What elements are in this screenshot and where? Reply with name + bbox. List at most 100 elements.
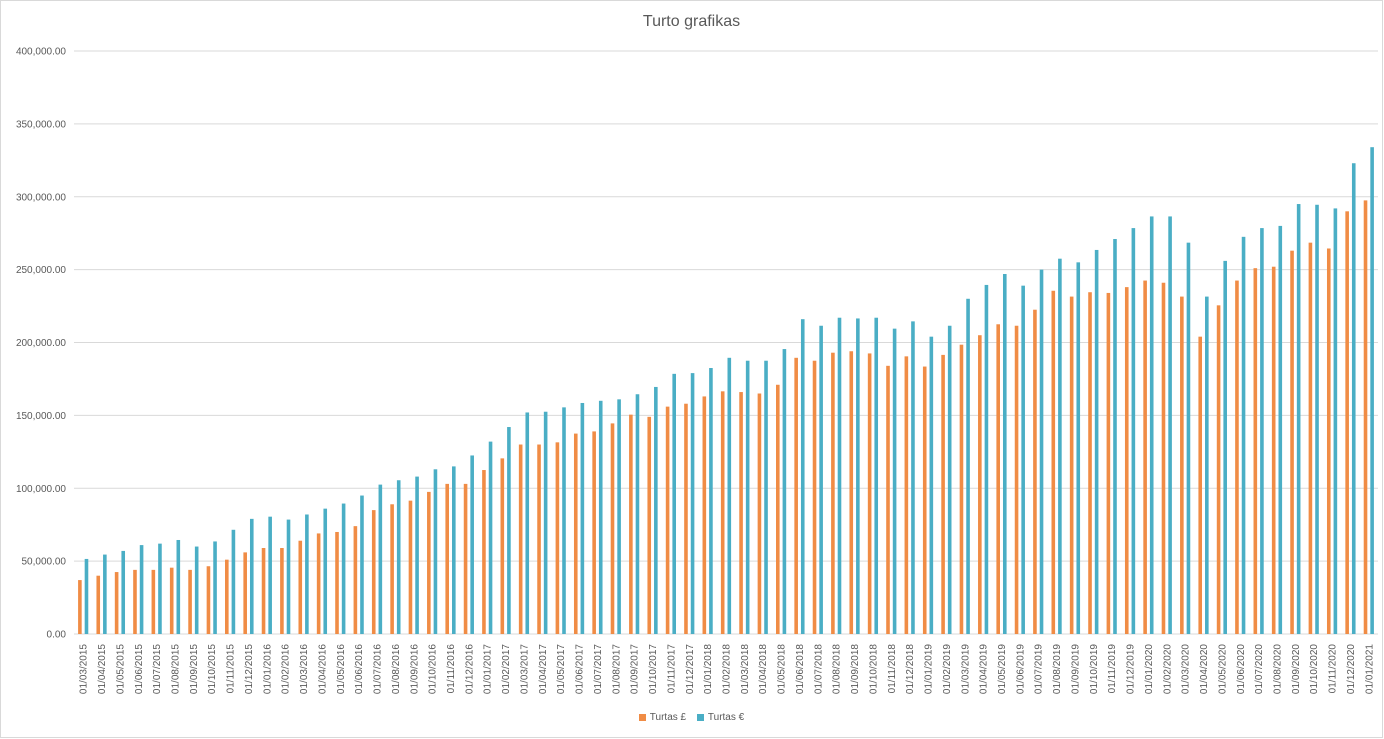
bar-gbp: [1345, 211, 1349, 634]
bar-gbp: [445, 483, 450, 634]
bar-eur: [1094, 249, 1099, 634]
x-tick-label: 01/03/2018: [740, 644, 751, 694]
bar-gbp: [78, 580, 82, 634]
bar-eur: [525, 412, 530, 634]
bar-gbp: [684, 403, 688, 634]
bar-eur: [819, 325, 823, 634]
x-tick-label: 01/08/2019: [1052, 644, 1063, 694]
bar-eur: [176, 539, 181, 634]
bar-gbp: [665, 406, 670, 634]
x-tick-label: 01/04/2018: [758, 644, 769, 694]
bar-gbp: [1051, 290, 1056, 634]
x-tick-label: 01/11/2020: [1328, 644, 1339, 694]
bar-eur: [1351, 163, 1356, 635]
x-tick-label: 01/05/2019: [997, 644, 1008, 694]
bar-eur: [1058, 258, 1062, 634]
x-tick-label: 01/02/2017: [501, 644, 512, 694]
bar-gbp: [831, 352, 835, 634]
bar-gbp: [592, 431, 596, 634]
bar-eur: [249, 518, 254, 634]
x-tick-label: 01/10/2015: [207, 644, 218, 694]
bar-gbp: [1235, 280, 1239, 634]
bar-gbp: [298, 540, 303, 634]
x-tick-label: 01/07/2019: [1034, 644, 1045, 694]
bar-eur: [1021, 285, 1025, 634]
bar-gbp: [1124, 287, 1129, 634]
bar-gbp: [1161, 282, 1166, 634]
bar-eur: [635, 394, 640, 634]
x-tick-label: 01/04/2015: [97, 644, 108, 694]
bar-eur: [1002, 274, 1007, 634]
bar-gbp: [867, 353, 872, 634]
bar-eur: [984, 284, 989, 634]
legend-label-gbp: Turtas £: [649, 712, 687, 723]
x-tick-label: 01/03/2019: [960, 644, 971, 694]
x-tick-label: 01/06/2020: [1236, 644, 1247, 694]
legend-label-eur: Turtas €: [707, 712, 745, 723]
legend-item-eur: Turtas €: [696, 712, 745, 723]
bar-eur: [1131, 228, 1136, 634]
x-tick-label: 01/11/2017: [666, 644, 677, 694]
bar-eur: [580, 402, 585, 634]
x-axis-ticks: 01/03/2015 01/04/2015 01/05/2015 01/06/2015…: [79, 644, 1376, 694]
bar-eur: [745, 360, 750, 634]
x-tick-label: 01/05/2018: [777, 644, 788, 694]
bar-gbp: [1363, 200, 1368, 634]
x-tick-label: 01/11/2018: [887, 644, 898, 694]
bar-gbp: [114, 572, 119, 634]
bar-gbp: [96, 575, 101, 634]
bar-eur: [507, 427, 511, 634]
bar-eur: [654, 386, 658, 634]
x-tick-label: 01/10/2020: [1309, 644, 1320, 694]
bar-gbp: [537, 444, 541, 634]
x-tick-label: 01/05/2017: [556, 644, 567, 694]
bar-eur: [488, 441, 493, 634]
x-tick-label: 01/08/2015: [171, 644, 182, 694]
x-tick-label: 01/09/2018: [850, 644, 861, 694]
y-tick-label: 0.00: [47, 630, 67, 641]
legend: Turtas £ Turtas €: [1, 712, 1382, 724]
bar-gbp: [849, 351, 854, 634]
bar-eur: [1168, 216, 1172, 634]
bar-gbp: [482, 470, 486, 634]
bar-gbp: [978, 335, 982, 634]
x-tick-label: 01/01/2019: [924, 644, 935, 694]
x-tick-label: 01/08/2020: [1272, 644, 1283, 694]
bar-gbp: [922, 366, 927, 634]
bar-eur: [1296, 204, 1301, 635]
bar-gbp: [720, 391, 725, 634]
x-tick-label: 01/04/2017: [538, 644, 549, 694]
x-tick-label: 01/06/2019: [1015, 644, 1026, 694]
bar-eur: [764, 360, 768, 634]
bar-eur: [415, 476, 419, 634]
bar-eur: [856, 318, 860, 634]
bar-gbp: [610, 423, 615, 634]
bar-gbp: [1271, 266, 1276, 634]
y-tick-label: 250,000.00: [16, 265, 66, 276]
x-tick-label: 01/04/2020: [1199, 644, 1210, 694]
x-tick-label: 01/12/2016: [464, 644, 475, 694]
legend-item-gbp: Turtas £: [638, 712, 687, 723]
x-tick-label: 01/11/2019: [1107, 644, 1118, 694]
x-tick-label: 01/02/2016: [281, 644, 292, 694]
bar-gbp: [1253, 268, 1258, 634]
x-tick-label: 01/03/2016: [299, 644, 310, 694]
bar-eur: [562, 407, 566, 634]
x-tick-label: 01/08/2018: [832, 644, 843, 694]
x-tick-label: 01/09/2017: [630, 644, 641, 694]
bar-gbp: [390, 504, 394, 634]
bar-gbp: [904, 356, 909, 634]
bar-gbp: [335, 531, 339, 634]
bar-eur: [305, 514, 309, 634]
x-tick-label: 01/01/2018: [703, 644, 714, 694]
chart-title: Turto grafikas: [642, 13, 741, 30]
x-tick-label: 01/12/2020: [1346, 644, 1357, 694]
bar-gbp: [316, 533, 321, 634]
bar-eur: [360, 495, 364, 634]
x-tick-label: 01/02/2020: [1162, 644, 1173, 694]
bar-eur: [286, 519, 291, 634]
bar-gbp: [1088, 292, 1092, 634]
x-tick-label: 01/10/2018: [868, 644, 879, 694]
y-tick-label: 150,000.00: [16, 411, 66, 422]
